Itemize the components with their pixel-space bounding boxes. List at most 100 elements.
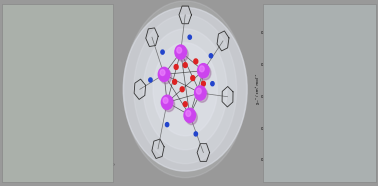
Point [36, 140, 42, 143]
Point [59, 37, 65, 40]
Point [54, 112, 60, 115]
Circle shape [161, 95, 173, 109]
Point [87, 49, 93, 52]
X-axis label: T / K: T / K [64, 168, 74, 173]
Point [50, 62, 56, 65]
Circle shape [163, 97, 175, 112]
Point [32, 26, 38, 29]
Point [61, 134, 67, 137]
Point [39, 40, 45, 43]
Legend: 50 Hz, 200 Hz, 400 Hz, 500 Hz, 750 Hz, 1000 Hz: 50 Hz, 200 Hz, 400 Hz, 500 Hz, 750 Hz, 1… [348, 131, 366, 159]
Ellipse shape [123, 7, 247, 171]
Point [72, 82, 78, 85]
Point [91, 29, 97, 32]
Point [32, 86, 38, 89]
Point [95, 93, 101, 96]
Circle shape [209, 54, 212, 58]
Point [32, 132, 38, 135]
Point [31, 47, 37, 50]
Point [63, 137, 69, 140]
Point [95, 84, 101, 87]
Circle shape [191, 76, 195, 81]
Point [71, 48, 77, 51]
Point [52, 45, 58, 48]
Point [42, 148, 48, 151]
Circle shape [186, 110, 191, 116]
Point [80, 71, 86, 74]
Point [33, 84, 39, 87]
Point [83, 28, 89, 31]
Point [88, 34, 94, 37]
Point [32, 82, 38, 85]
Point [82, 131, 88, 134]
Point [28, 38, 34, 41]
Point [28, 74, 34, 77]
Point [37, 147, 43, 150]
Point [84, 116, 90, 119]
Point [99, 127, 105, 130]
Point [61, 114, 67, 117]
Point [89, 115, 95, 118]
Point [90, 142, 96, 145]
Point [37, 68, 43, 71]
Point [26, 73, 32, 76]
Point [41, 136, 47, 139]
Point [101, 98, 107, 101]
Point [28, 53, 34, 56]
Point [63, 134, 69, 137]
Circle shape [177, 47, 181, 53]
Point [48, 79, 54, 82]
Point [30, 49, 36, 52]
Point [44, 121, 50, 124]
Point [39, 135, 45, 138]
Point [87, 22, 93, 25]
Point [53, 105, 59, 108]
Point [33, 119, 39, 122]
Point [89, 77, 95, 80]
Point [62, 148, 68, 151]
Point [27, 110, 33, 113]
Point [73, 49, 79, 52]
Point [38, 139, 44, 142]
Point [51, 75, 57, 78]
X-axis label: T / K: T / K [313, 168, 324, 173]
Point [77, 101, 83, 104]
Point [58, 43, 64, 46]
Point [104, 39, 110, 42]
Point [99, 149, 105, 152]
Point [87, 104, 93, 107]
Circle shape [197, 88, 208, 102]
Circle shape [175, 45, 186, 59]
Point [52, 128, 58, 131]
Point [100, 24, 106, 27]
Point [27, 30, 33, 33]
Point [73, 136, 79, 139]
Point [30, 48, 36, 51]
Point [93, 116, 99, 119]
Point [47, 123, 53, 126]
Point [89, 45, 95, 48]
Y-axis label: χₘ'' / cm³ mol⁻¹: χₘ'' / cm³ mol⁻¹ [255, 73, 260, 104]
Point [105, 121, 111, 124]
Point [77, 72, 83, 75]
Point [84, 98, 90, 101]
Circle shape [186, 110, 197, 125]
Point [88, 83, 94, 86]
Point [48, 142, 54, 145]
Point [28, 63, 34, 66]
Point [26, 116, 33, 119]
Point [104, 103, 110, 106]
Point [88, 28, 94, 31]
Point [65, 30, 71, 33]
Point [57, 152, 63, 155]
Point [64, 39, 70, 42]
Point [33, 50, 39, 53]
Point [71, 123, 77, 126]
Point [82, 130, 88, 133]
Point [34, 136, 40, 139]
Point [28, 56, 34, 59]
Point [105, 65, 111, 68]
Point [102, 110, 108, 113]
Point [81, 86, 87, 89]
Point [34, 137, 40, 140]
